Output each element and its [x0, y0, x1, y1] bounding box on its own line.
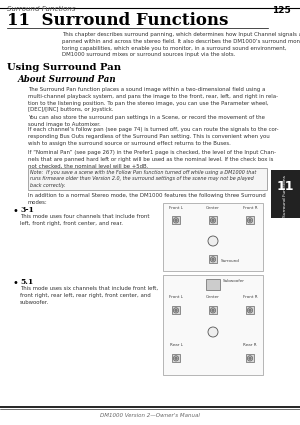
Circle shape: [173, 356, 179, 361]
Text: This mode uses six channels that include front left,
front right, rear left, rea: This mode uses six channels that include…: [20, 286, 158, 305]
Text: In addition to a normal Stereo mode, the DM1000 features the following three Sur: In addition to a normal Stereo mode, the…: [28, 193, 266, 205]
Circle shape: [175, 219, 177, 221]
Text: Surround Functions: Surround Functions: [284, 175, 287, 217]
Text: Front L: Front L: [169, 295, 183, 299]
Text: 5.1: 5.1: [20, 278, 33, 286]
Text: DM1000 Version 2—Owner's Manual: DM1000 Version 2—Owner's Manual: [100, 413, 200, 418]
Text: Note:  If you save a scene with the Follow Pan function turned off while using a: Note: If you save a scene with the Follo…: [30, 170, 256, 188]
Bar: [206, 278, 220, 289]
Bar: [209, 255, 217, 263]
Bar: [163, 275, 263, 375]
Circle shape: [212, 258, 214, 261]
Bar: [172, 354, 180, 362]
Text: The Surround Pan function places a sound image within a two-dimensional field us: The Surround Pan function places a sound…: [28, 87, 278, 112]
Circle shape: [249, 219, 251, 221]
Bar: [246, 306, 254, 314]
Circle shape: [212, 309, 214, 312]
Circle shape: [210, 308, 216, 313]
Bar: [209, 306, 217, 314]
Text: Subwoofer: Subwoofer: [223, 279, 245, 283]
Circle shape: [208, 327, 218, 337]
Circle shape: [173, 308, 179, 313]
Text: 11  Surround Functions: 11 Surround Functions: [7, 12, 228, 29]
Text: Rear L: Rear L: [169, 343, 182, 347]
Bar: [271, 170, 300, 218]
Text: Center: Center: [206, 295, 220, 299]
Bar: [172, 306, 180, 314]
Circle shape: [175, 357, 177, 360]
Bar: [246, 354, 254, 362]
Text: This chapter describes surround panning, which determines how Input Channel sign: This chapter describes surround panning,…: [62, 32, 300, 57]
Bar: [209, 216, 217, 224]
Circle shape: [247, 308, 253, 313]
Text: Front R: Front R: [243, 206, 257, 210]
Circle shape: [208, 236, 218, 246]
Text: If “Nominal Pan” (see page 267) in the Prefer1 page is checked, the level of the: If “Nominal Pan” (see page 267) in the P…: [28, 150, 276, 169]
Circle shape: [212, 219, 214, 221]
Text: •: •: [13, 278, 19, 288]
Circle shape: [175, 309, 177, 312]
Text: •: •: [13, 206, 19, 216]
Text: 3-1: 3-1: [20, 206, 34, 214]
Circle shape: [210, 257, 216, 262]
Bar: [28, 168, 267, 190]
Text: Front L: Front L: [169, 206, 183, 210]
Text: About Surround Pan: About Surround Pan: [18, 75, 117, 84]
Text: Using Surround Pan: Using Surround Pan: [7, 63, 121, 72]
Circle shape: [210, 218, 216, 223]
Circle shape: [247, 356, 253, 361]
Text: This mode uses four channels that include front
left, front right, front center,: This mode uses four channels that includ…: [20, 214, 149, 226]
Text: Surround: Surround: [221, 259, 240, 263]
Text: 125: 125: [272, 6, 291, 14]
Text: You can also store the surround pan settings in a Scene, or record the movement : You can also store the surround pan sett…: [28, 115, 265, 127]
Circle shape: [249, 357, 251, 360]
Text: Rear R: Rear R: [243, 343, 257, 347]
Bar: [163, 203, 263, 271]
Bar: [246, 216, 254, 224]
Text: Front R: Front R: [243, 295, 257, 299]
Circle shape: [247, 218, 253, 223]
Text: Center: Center: [206, 206, 220, 210]
Circle shape: [173, 218, 179, 223]
Text: 11: 11: [277, 180, 294, 193]
Text: Surround Functions: Surround Functions: [7, 6, 76, 11]
Text: If each channel’s follow pan (see page 74) is turned off, you can route the sign: If each channel’s follow pan (see page 7…: [28, 127, 279, 146]
Circle shape: [249, 309, 251, 312]
Bar: [172, 216, 180, 224]
